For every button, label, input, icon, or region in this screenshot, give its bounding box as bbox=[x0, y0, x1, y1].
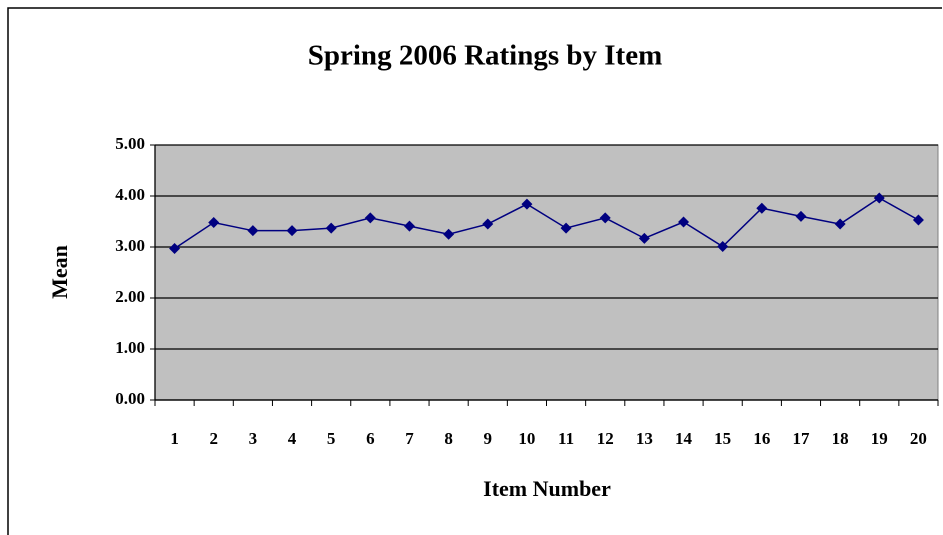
x-tick-label: 5 bbox=[327, 429, 336, 448]
x-tick-label: 7 bbox=[405, 429, 414, 448]
y-tick-label: 0.00 bbox=[115, 389, 145, 408]
data-point bbox=[756, 202, 768, 214]
x-tick-label: 6 bbox=[366, 429, 375, 448]
x-tick-label: 1 bbox=[170, 429, 179, 448]
x-tick-label: 17 bbox=[792, 429, 810, 448]
x-tick-label: 20 bbox=[910, 429, 927, 448]
data-point bbox=[873, 192, 885, 204]
data-point bbox=[208, 217, 220, 229]
data-point bbox=[717, 240, 729, 252]
data-point bbox=[795, 210, 807, 222]
data-point bbox=[286, 225, 298, 237]
data-point bbox=[403, 220, 415, 232]
x-tick-label: 11 bbox=[558, 429, 574, 448]
data-point bbox=[482, 218, 494, 230]
x-tick-label: 14 bbox=[675, 429, 693, 448]
data-point bbox=[560, 222, 572, 234]
y-tick-label: 2.00 bbox=[115, 287, 145, 306]
chart-border bbox=[7, 7, 942, 535]
x-tick-label: 8 bbox=[444, 429, 453, 448]
x-tick-label: 9 bbox=[484, 429, 493, 448]
y-axis-label: Mean bbox=[47, 245, 72, 299]
series-line bbox=[174, 197, 919, 250]
data-point bbox=[678, 216, 690, 228]
data-point bbox=[169, 243, 181, 255]
x-tick-label: 3 bbox=[249, 429, 258, 448]
data-point bbox=[834, 218, 846, 230]
data-point bbox=[325, 222, 337, 234]
data-point bbox=[443, 228, 455, 240]
data-point bbox=[521, 198, 533, 210]
x-axis-label: Item Number bbox=[483, 476, 611, 501]
x-tick-label: 13 bbox=[636, 429, 653, 448]
y-tick-label: 3.00 bbox=[115, 236, 145, 255]
y-tick-label: 4.00 bbox=[115, 185, 145, 204]
plot-area bbox=[154, 144, 939, 401]
x-tick-label: 16 bbox=[753, 429, 770, 448]
y-tick-label: 5.00 bbox=[115, 134, 145, 153]
data-point bbox=[638, 232, 650, 244]
data-point bbox=[364, 212, 376, 224]
x-tick-label: 2 bbox=[209, 429, 218, 448]
x-tick-label: 15 bbox=[714, 429, 731, 448]
data-point bbox=[599, 212, 611, 224]
x-tick-label: 4 bbox=[288, 429, 297, 448]
x-tick-label: 10 bbox=[518, 429, 535, 448]
data-point bbox=[247, 225, 259, 237]
x-tick-label: 19 bbox=[871, 429, 888, 448]
y-tick-label: 1.00 bbox=[115, 338, 145, 357]
data-point bbox=[912, 214, 924, 226]
chart-title: Spring 2006 Ratings by Item bbox=[308, 40, 663, 72]
x-tick-label: 18 bbox=[832, 429, 849, 448]
x-tick-label: 12 bbox=[597, 429, 614, 448]
